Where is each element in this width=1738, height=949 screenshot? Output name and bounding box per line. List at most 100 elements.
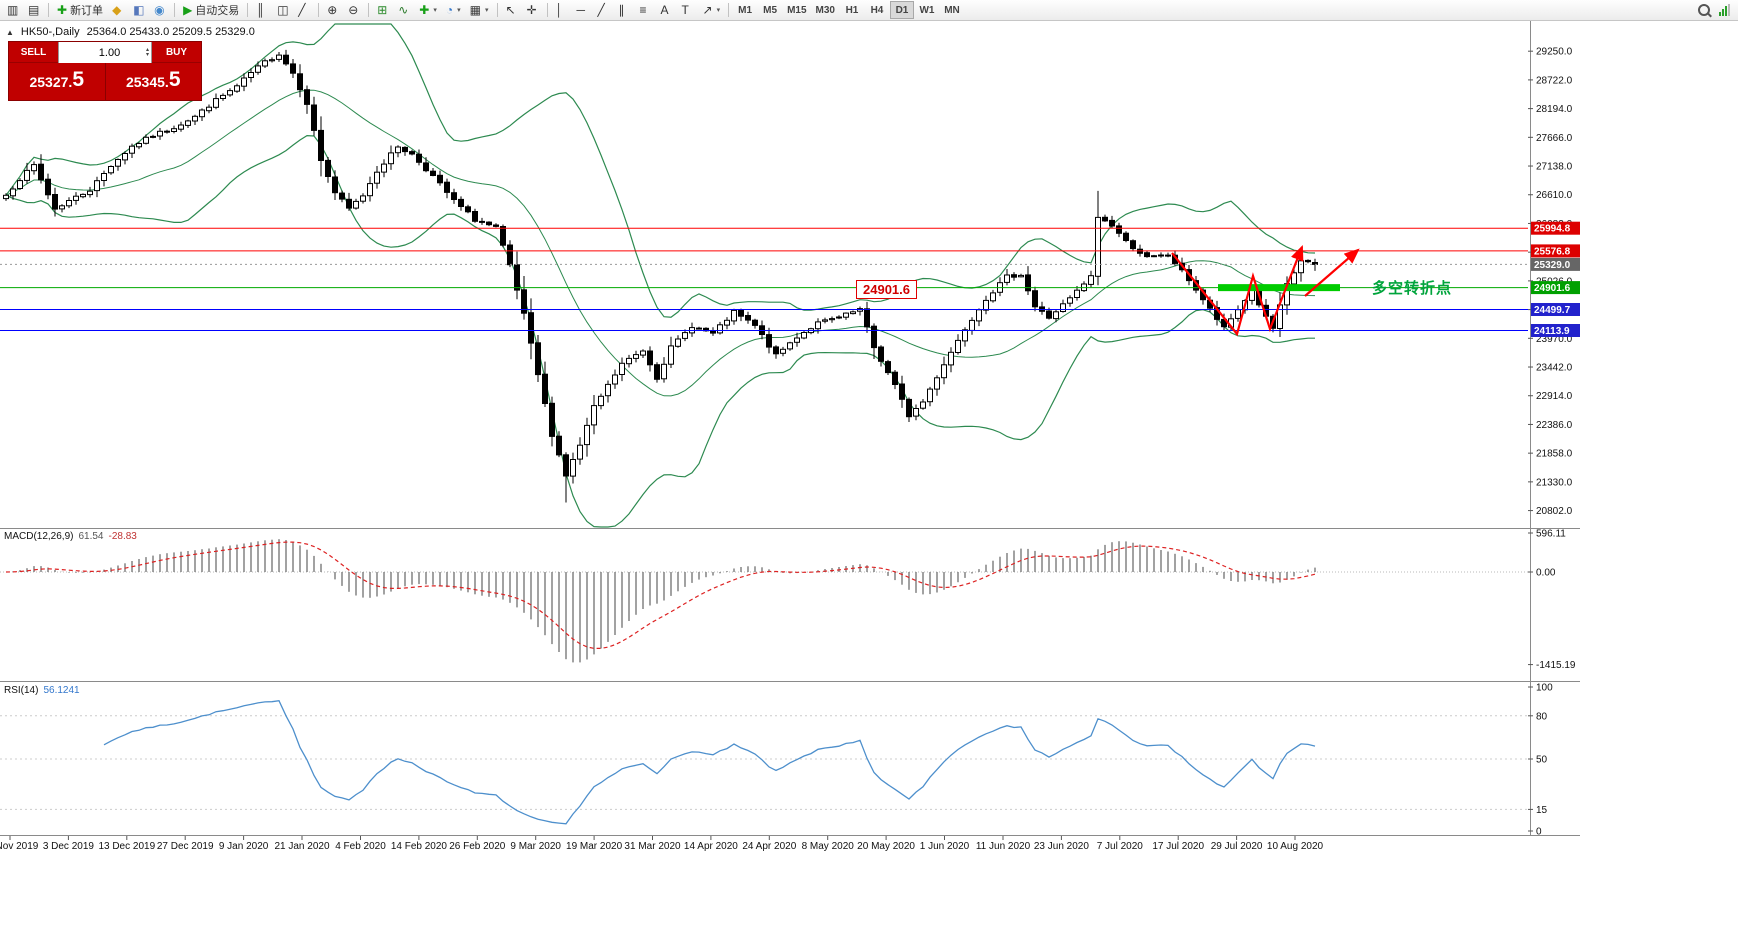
period-icon[interactable]: ◔ ▾ bbox=[442, 1, 465, 19]
volume-up-icon[interactable]: ▴ bbox=[145, 46, 149, 53]
timeframe-h4[interactable]: H4 bbox=[865, 1, 889, 19]
equidistant-channel-icon[interactable]: ∥ bbox=[615, 1, 635, 19]
cursor-icon[interactable]: ↖ bbox=[502, 1, 522, 19]
timeframe-m15[interactable]: M15 bbox=[783, 1, 810, 19]
timeframe-m30[interactable]: M30 bbox=[812, 1, 839, 19]
trendline-icon[interactable]: ╱ bbox=[594, 1, 614, 19]
volume-control[interactable]: 1.00 ▴ ▾ bbox=[58, 42, 152, 63]
date-axis-label: 21 Nov 2019 bbox=[0, 841, 39, 852]
arrows-shapes-icon[interactable]: ↗ ▾ bbox=[699, 1, 725, 19]
volume-down-icon[interactable]: ▾ bbox=[145, 51, 149, 58]
chart-profiles-icon[interactable]: ▤ bbox=[24, 1, 44, 19]
chart-symbol-period: HK50-,Daily bbox=[20, 26, 80, 38]
date-axis-label: 1 Jun 2020 bbox=[920, 841, 970, 852]
fibonacci-icon[interactable]: ≡ bbox=[636, 1, 656, 19]
text-icon[interactable]: A bbox=[657, 1, 677, 19]
volume-spinner[interactable]: ▴ ▾ bbox=[145, 46, 149, 58]
tile-windows-icon[interactable]: ⊞ bbox=[373, 1, 393, 19]
auto-trading-button[interactable]: ▶ 自动交易 bbox=[179, 1, 243, 19]
templates-icon-dropdown-icon[interactable]: ▾ bbox=[484, 7, 489, 14]
text-label-icon[interactable]: T bbox=[678, 1, 698, 19]
timeframe-m15-label: M15 bbox=[787, 4, 807, 16]
price-axis-label: 23970.0 bbox=[1536, 334, 1573, 345]
timeframe-w1[interactable]: W1 bbox=[915, 1, 939, 19]
price-axis-label: 26610.0 bbox=[1536, 190, 1573, 201]
sell-price[interactable]: 25327. 5 bbox=[9, 63, 106, 100]
connection-status-icon[interactable] bbox=[1715, 1, 1735, 19]
timeframe-d1-label: D1 bbox=[895, 4, 909, 16]
crosshair-icon[interactable]: ✛ bbox=[523, 1, 543, 19]
rsi-scale-label: 80 bbox=[1536, 711, 1548, 722]
turning-point-annotation[interactable]: 多空转折点 bbox=[1372, 280, 1453, 297]
volume-value[interactable]: 1.00 bbox=[98, 46, 121, 59]
toolbar-separator bbox=[318, 3, 320, 17]
date-axis-label: 10 Aug 2020 bbox=[1267, 841, 1324, 852]
date-axis-label: 14 Feb 2020 bbox=[391, 841, 448, 852]
timeframe-m1[interactable]: M1 bbox=[733, 1, 757, 19]
arrows-shapes-icon-dropdown-icon[interactable]: ▾ bbox=[716, 7, 721, 14]
rsi-name: RSI(14) bbox=[4, 685, 39, 696]
date-axis-label: 27 Dec 2019 bbox=[157, 841, 214, 852]
timeframe-h1-label: H1 bbox=[845, 4, 859, 16]
connection-bars-glyph bbox=[1719, 4, 1730, 16]
bar-chart-icon[interactable]: ║ bbox=[252, 1, 272, 19]
line-chart-icon[interactable]: ╱ bbox=[294, 1, 314, 19]
price-axis-label: 21858.0 bbox=[1536, 449, 1573, 460]
chart-collapse-icon[interactable]: ▲ bbox=[6, 27, 14, 37]
date-axis-label: 29 Jul 2020 bbox=[1211, 841, 1263, 852]
buy-price[interactable]: 25345. 5 bbox=[105, 63, 201, 100]
vertical-line-icon[interactable]: │ bbox=[552, 1, 572, 19]
indicator-list-icon[interactable]: ∿ bbox=[394, 1, 414, 19]
zoom-out-icon[interactable]: ⊖ bbox=[344, 1, 364, 19]
equidistant-channel-icon-glyph: ∥ bbox=[618, 3, 625, 17]
zoom-in-icon-glyph: ⊕ bbox=[327, 3, 338, 17]
date-axis-label: 21 Jan 2020 bbox=[274, 841, 329, 852]
add-indicator-icon-dropdown-icon[interactable]: ▾ bbox=[433, 7, 437, 14]
trend-arrow-2[interactable] bbox=[1304, 248, 1360, 297]
vertical-line-icon-glyph: │ bbox=[555, 3, 564, 17]
buy-button[interactable]: BUY bbox=[152, 42, 201, 63]
timeframe-d1[interactable]: D1 bbox=[889, 1, 914, 19]
period-icon-dropdown-icon[interactable]: ▾ bbox=[457, 7, 461, 14]
add-indicator-icon-glyph: ✚ bbox=[419, 3, 430, 17]
trend-arrow-1[interactable] bbox=[1171, 244, 1304, 337]
price-axis-label: 27666.0 bbox=[1536, 133, 1573, 144]
rsi-indicator-label: RSI(14) 56.1241 bbox=[4, 685, 80, 696]
sell-price-frac: 5 bbox=[72, 67, 84, 91]
sell-button[interactable]: SELL bbox=[9, 42, 58, 63]
search-icon[interactable] bbox=[1694, 1, 1714, 19]
support-price-label[interactable]: 24901.6 bbox=[856, 280, 917, 299]
date-axis-label: 13 Dec 2019 bbox=[98, 841, 155, 852]
timeframe-m5[interactable]: M5 bbox=[758, 1, 782, 19]
bollinger-middle-band bbox=[5, 89, 1316, 397]
metaeditor-icon[interactable]: ◆ bbox=[108, 1, 128, 19]
line-chart-icon-glyph: ╱ bbox=[298, 3, 306, 17]
date-axis-label: 8 May 2020 bbox=[802, 841, 855, 852]
search-icon-glyph bbox=[1698, 4, 1710, 16]
price-axis-label: 20802.0 bbox=[1536, 506, 1573, 517]
add-indicator-icon[interactable]: ✚ ▾ bbox=[415, 1, 441, 19]
strategy-tester-icon[interactable]: ◧ bbox=[129, 1, 149, 19]
candlestick-chart-icon[interactable]: ◫ bbox=[273, 1, 293, 19]
templates-icon[interactable]: ▦ ▾ bbox=[466, 1, 493, 19]
new-chart-icon[interactable]: ▥ bbox=[3, 1, 23, 19]
toolbar-separator bbox=[496, 3, 498, 17]
toolbar-separator bbox=[48, 3, 49, 17]
new-chart-icon-glyph: ▥ bbox=[7, 3, 19, 17]
one-click-trading-panel: SELL 1.00 ▴ ▾ BUY 25327. 5 25345. 5 bbox=[8, 41, 202, 101]
zoom-in-icon[interactable]: ⊕ bbox=[323, 1, 343, 19]
rsi-scale-label: 0 bbox=[1536, 827, 1542, 838]
price-axis-label: 28722.0 bbox=[1536, 75, 1573, 86]
timeframe-mn[interactable]: MN bbox=[940, 1, 964, 19]
support-line-24901-label: 24901.6 bbox=[1531, 281, 1580, 295]
new-order-button[interactable]: ✚ 新订单 bbox=[53, 1, 107, 19]
chart-title: ▲ HK50-,Daily 25364.0 25433.0 25209.5 25… bbox=[6, 26, 255, 38]
resistance-line-25994-label: 25994.8 bbox=[1531, 221, 1580, 235]
horizontal-line-icon[interactable]: ─ bbox=[573, 1, 593, 19]
bollinger-lower-band bbox=[5, 134, 1315, 528]
timeframe-h1[interactable]: H1 bbox=[840, 1, 864, 19]
price-axis-label: 28194.0 bbox=[1536, 104, 1573, 115]
auto-trading-button-glyph: ▶ bbox=[183, 3, 193, 17]
terminal-icon[interactable]: ◉ bbox=[150, 1, 170, 19]
